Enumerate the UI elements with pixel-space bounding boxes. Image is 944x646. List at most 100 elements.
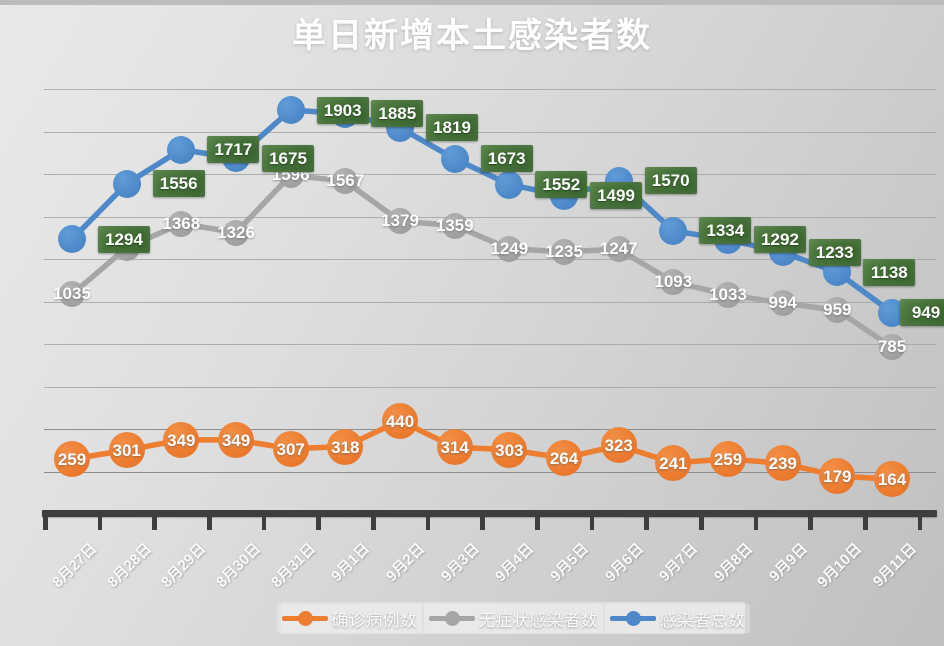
data-label-confirmed: 164 [877, 470, 907, 490]
data-label-confirmed: 259 [57, 450, 87, 469]
data-label-asymptomatic: 1368 [162, 213, 201, 233]
data-point-confirmed [108, 432, 145, 469]
chart-legend: 确诊病例数 无症状感染者数 感染者总数 [276, 602, 750, 634]
data-label-total: 1717 [207, 136, 260, 163]
data-point-confirmed [710, 441, 746, 477]
data-label-asymptomatic: 994 [768, 293, 797, 312]
data-label-asymptomatic: 959 [823, 300, 852, 320]
data-point-asymptomatic [769, 290, 796, 316]
data-point-total [659, 216, 688, 245]
x-axis-tick [207, 510, 212, 530]
data-point-total [58, 225, 86, 254]
data-label-asymptomatic: 785 [877, 337, 907, 357]
x-axis-tick [863, 510, 868, 530]
data-label-asymptomatic: 1093 [654, 272, 693, 291]
x-axis-tick [152, 510, 157, 530]
gridline [44, 259, 936, 261]
data-point-total [112, 169, 141, 198]
series-line-total [70, 107, 894, 315]
x-axis-tick [644, 510, 649, 530]
data-point-confirmed [764, 445, 801, 482]
data-label-asymptomatic: 1249 [490, 238, 529, 258]
x-axis-tick [753, 510, 759, 530]
series-line-asymptomatic [70, 172, 894, 350]
data-label-confirmed: 349 [167, 430, 196, 450]
data-point-total [495, 170, 524, 199]
data-label-total: 1294 [98, 225, 150, 253]
data-label-asymptomatic: 1247 [599, 239, 638, 259]
gridline [44, 471, 936, 473]
data-label-total: 1292 [754, 226, 806, 254]
data-label-total: 1885 [371, 100, 424, 128]
data-point-total [167, 135, 196, 164]
legend-label: 无症状感染者数 [478, 610, 598, 630]
gridline [44, 429, 936, 431]
data-point-total [276, 96, 305, 124]
x-axis-tick [535, 510, 540, 530]
data-point-asymptomatic [59, 281, 85, 308]
data-label-total: 1552 [535, 171, 588, 198]
data-label-confirmed: 303 [495, 440, 524, 460]
data-point-asymptomatic [496, 235, 523, 262]
data-label-total: 1675 [262, 144, 314, 172]
data-point-asymptomatic [332, 168, 359, 195]
data-point-confirmed [327, 428, 364, 465]
x-axis-tick [808, 510, 813, 530]
legend-item-asymptomatic: 无症状感染者数 [423, 603, 603, 633]
legend-item-total: 感染者总数 [604, 603, 750, 633]
data-point-confirmed [54, 441, 90, 477]
data-point-confirmed [874, 461, 910, 498]
data-point-confirmed [819, 458, 856, 494]
data-point-asymptomatic [660, 269, 687, 295]
data-label-asymptomatic: 1379 [381, 211, 419, 231]
data-label-total: 1819 [426, 114, 478, 142]
x-axis-tick [699, 510, 704, 530]
data-label-total: 949 [900, 299, 944, 326]
gridline [44, 344, 936, 346]
legend-line-dot-swatch [281, 610, 328, 626]
top-strip [0, 0, 944, 5]
data-point-asymptomatic [879, 334, 905, 361]
legend-line-dot-swatch [428, 610, 475, 626]
gridline [44, 131, 936, 133]
data-label-confirmed: 241 [659, 453, 688, 473]
data-label-confirmed: 314 [440, 438, 469, 458]
data-label-confirmed: 264 [549, 449, 579, 468]
data-label-asymptomatic: 1326 [217, 222, 255, 242]
data-label-asymptomatic: 1235 [545, 241, 583, 261]
data-label-confirmed: 440 [385, 411, 415, 431]
gridline [44, 216, 936, 218]
data-label-total: 1499 [590, 182, 642, 210]
x-axis-tick [480, 510, 485, 530]
data-point-confirmed [218, 421, 254, 458]
x-axis-tick [917, 510, 923, 530]
x-axis-tick [371, 510, 376, 530]
data-label-total: 1570 [644, 167, 697, 195]
data-label-total: 1334 [699, 217, 752, 245]
data-point-confirmed [491, 431, 528, 468]
x-axis-tick [589, 510, 595, 530]
data-label-confirmed: 307 [276, 439, 305, 459]
data-point-confirmed [600, 427, 637, 464]
data-label-confirmed: 349 [221, 430, 251, 450]
legend-item-confirmed: 确诊病例数 [276, 603, 422, 633]
x-axis-tick [97, 510, 103, 530]
data-label-asymptomatic: 1567 [326, 171, 365, 191]
chart-title: 单日新增本土感染者数 [292, 18, 652, 55]
data-label-asymptomatic: 1033 [709, 284, 747, 304]
legend-label: 确诊病例数 [331, 610, 417, 630]
data-point-confirmed [382, 402, 418, 439]
data-label-confirmed: 318 [331, 437, 360, 457]
data-point-asymptomatic [168, 210, 195, 237]
data-point-confirmed [436, 429, 473, 466]
x-axis-tick [425, 510, 431, 530]
gridline [44, 89, 936, 91]
data-point-asymptomatic [715, 281, 741, 308]
legend-label: 感染者总数 [659, 610, 745, 630]
data-label-confirmed: 301 [112, 441, 141, 461]
data-label-confirmed: 179 [823, 467, 852, 486]
data-point-confirmed [272, 430, 309, 467]
data-label-total: 1903 [316, 96, 369, 124]
